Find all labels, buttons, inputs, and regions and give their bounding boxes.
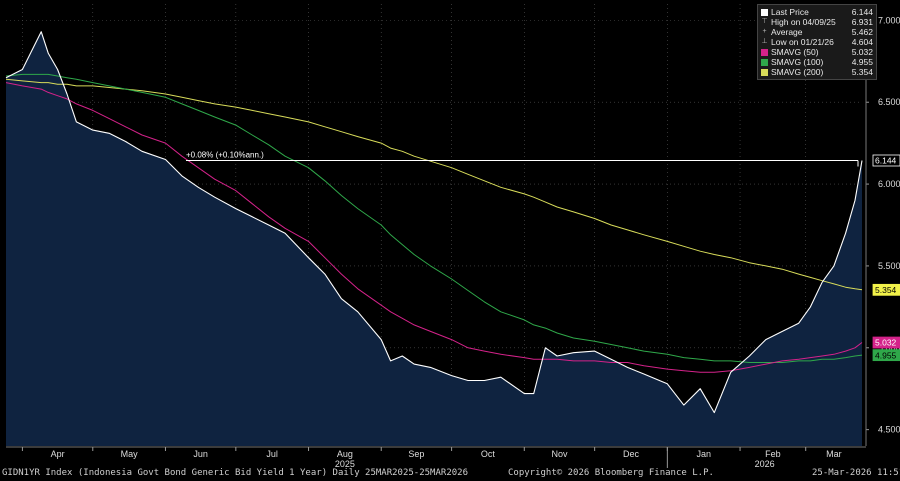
legend-item: + Average 5.462 [761, 27, 873, 37]
x-year-label: 2026 [755, 459, 775, 469]
legend-value: 5.032 [851, 47, 873, 57]
x-year-label: 2025 [335, 459, 355, 469]
legend-label: Last Price [771, 7, 809, 17]
x-tick-label: Jun [193, 449, 208, 459]
legend-value: 4.604 [851, 37, 873, 47]
legend-label: SMAVG (200) [771, 67, 824, 77]
x-tick-label: Aug [337, 449, 353, 459]
value-tag-text: 5.032 [875, 338, 897, 348]
legend-value: 6.931 [851, 17, 873, 27]
legend-label: High on 04/09/25 [771, 17, 836, 27]
y-tick-label: 7.000 [878, 15, 900, 25]
legend-item: SMAVG (50) 5.032 [761, 47, 873, 57]
y-tick-label: 4.500 [878, 425, 900, 435]
legend-swatch [761, 8, 768, 16]
y-tick-label: 6.000 [878, 179, 900, 189]
x-tick-label: Feb [765, 449, 781, 459]
y-tick-label: 6.500 [878, 97, 900, 107]
legend-label: SMAVG (100) [771, 57, 824, 67]
legend-value: 5.354 [851, 67, 873, 77]
x-tick-label: Jan [696, 449, 711, 459]
legend-label: SMAVG (50) [771, 47, 819, 57]
legend-item: ⊥ Low on 01/21/26 4.604 [761, 37, 873, 47]
smavg-50-line [5, 82, 863, 373]
legend-value: 5.462 [851, 27, 873, 37]
x-tick-label: Sep [408, 449, 424, 459]
legend-swatch [761, 48, 768, 56]
smavg-100-line [5, 73, 863, 363]
legend-value: 6.144 [851, 7, 873, 17]
series-lines [5, 31, 863, 414]
value-tag-text: 4.955 [875, 350, 897, 360]
last-price-area [6, 31, 862, 446]
x-axis: Apr May Jun Jul Aug Sep Oct Nov Dec Jan Feb Mar 2025… [6, 446, 866, 469]
legend-swatch [761, 68, 768, 76]
footer-index-text: GIDN1YR Index (Indonesia Govt Bond Gener… [2, 468, 468, 478]
value-tags: 6.144 5.354 5.032 4.955 [872, 154, 900, 362]
legend-item: Last Price 6.144 [761, 7, 873, 17]
legend-label: Low on 01/21/26 [771, 37, 834, 47]
last-price-annotation: +0.08% (+0.10%ann.) [186, 151, 264, 160]
legend-item: SMAVG (200) 5.354 [761, 67, 873, 77]
legend-glyph-icon: ⊥ [761, 38, 768, 45]
annotations: +0.08% (+0.10%ann.) [186, 151, 859, 167]
value-tag-text: 5.354 [875, 285, 897, 295]
legend-value: 4.955 [851, 57, 873, 67]
x-tick-label: Apr [51, 449, 65, 459]
value-tag-box [872, 349, 900, 362]
x-tick-label: Nov [551, 449, 568, 459]
x-tick-label: Dec [623, 449, 640, 459]
legend-swatch [761, 58, 768, 66]
footer-timestamp: 25-Mar-2026 11:51:34 [812, 468, 900, 478]
legend-item: ⊤ High on 04/09/25 6.931 [761, 17, 873, 27]
legend-glyph-icon: ⊤ [761, 18, 768, 25]
x-tick-label: May [121, 449, 139, 459]
x-tick-label: Jul [266, 449, 278, 459]
legend-glyph-icon: + [762, 28, 767, 35]
legend-item: SMAVG (100) 4.955 [761, 57, 873, 67]
legend-label: Average [771, 27, 803, 37]
value-tag-text: 6.144 [875, 156, 897, 166]
value-tag-box [872, 336, 900, 349]
x-tick-label: Mar [826, 449, 842, 459]
value-tag-box [872, 154, 900, 167]
x-tick-label: Oct [481, 449, 496, 459]
last-price-line [5, 31, 863, 414]
legend: Last Price 6.144 ⊤ High on 04/09/25 6.931 + Av… [757, 4, 877, 80]
value-tag-box [872, 283, 900, 296]
y-tick-label: 5.500 [878, 261, 900, 271]
footer-copyright: Copyright© 2026 Bloomberg Finance L.P. [508, 468, 714, 478]
